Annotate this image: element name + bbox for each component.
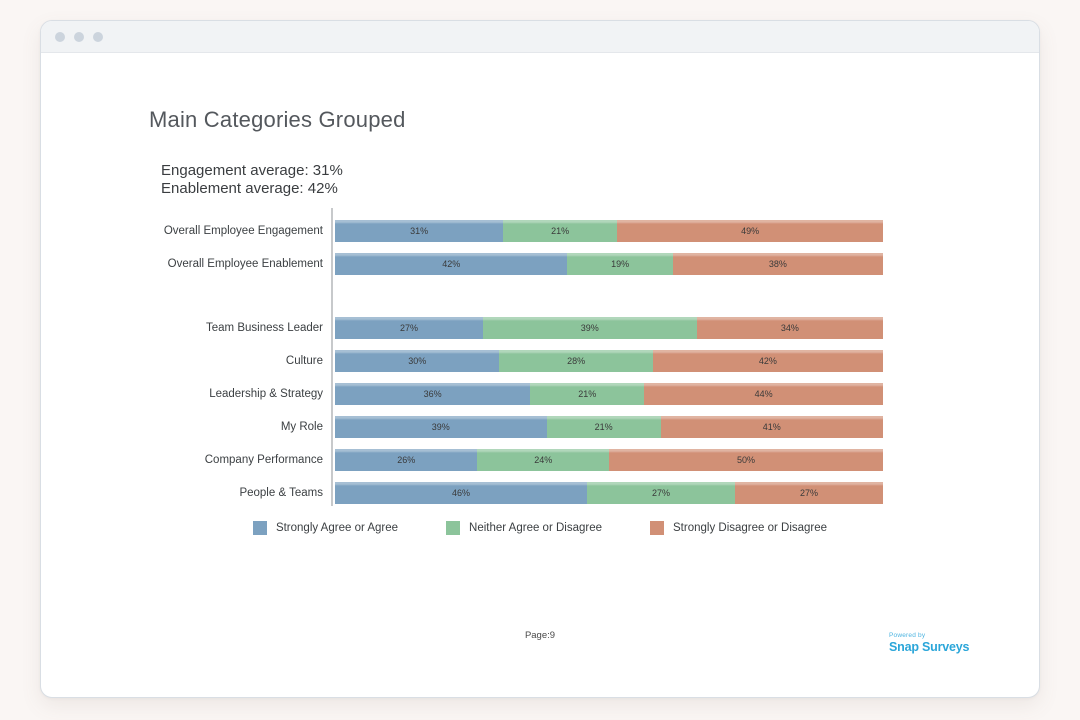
bar-segment: 39% <box>335 416 547 438</box>
chart-row: Leadership & Strategy 36% 21% 44% <box>41 383 883 405</box>
chart-row: Overall Employee Engagement 31% 21% 49% <box>41 220 883 242</box>
bar-value-label: 49% <box>741 226 760 236</box>
bar-value-label: 46% <box>452 488 471 498</box>
category-label: Culture <box>285 355 323 367</box>
bar-segment: 46% <box>335 482 588 504</box>
bar-value-label: 21% <box>578 389 597 399</box>
stacked-bar: 39% 21% 41% <box>335 416 883 438</box>
window-control-dot[interactable] <box>55 31 65 42</box>
legend-swatch <box>252 521 267 535</box>
legend-item: Strongly Disagree or Disagree <box>650 521 827 535</box>
bar-segment: 21% <box>530 383 645 405</box>
snap-surveys-logo: Powered by Snap Surveys <box>889 632 969 654</box>
category-label: Company Performance <box>204 454 323 466</box>
bar-segment: 19% <box>567 253 673 275</box>
legend-item: Strongly Agree or Agree <box>252 521 399 535</box>
bar-value-label: 27% <box>652 488 671 498</box>
chart-row: Team Business Leader 27% 39% 34% <box>41 317 883 339</box>
bar-segment: 41% <box>660 416 883 438</box>
bar-value-label: 27% <box>399 323 418 333</box>
engagement-average-line: Engagement average: 31% <box>161 162 343 179</box>
bar-segment: 42% <box>652 350 883 372</box>
chart: Overall Employee Engagement 31% 21% 49% Over… <box>41 208 883 515</box>
bar-value-label: 44% <box>754 389 773 399</box>
legend-label: Strongly Agree or Agree <box>275 522 399 534</box>
category-label: People & Teams <box>239 487 323 499</box>
bar-value-label: 39% <box>431 422 450 432</box>
bar-segment: 34% <box>696 317 883 339</box>
legend-swatch <box>446 521 461 535</box>
bar-value-label: 31% <box>410 226 429 236</box>
chart-row: People & Teams 46% 27% 27% <box>41 482 883 504</box>
stacked-bar: 26% 24% 50% <box>335 449 883 471</box>
bar-value-label: 24% <box>534 455 553 465</box>
page-number: Page:9 <box>524 630 556 641</box>
chart-row: Culture 30% 28% 42% <box>41 350 883 372</box>
logo-powered-by-text: Powered by <box>889 632 926 639</box>
bar-value-label: 28% <box>567 356 586 366</box>
bar-segment: 49% <box>617 220 883 242</box>
stacked-bar: 27% 39% 34% <box>335 317 883 339</box>
bar-value-label: 42% <box>442 259 461 269</box>
legend-item: Neither Agree or Disagree <box>446 521 602 535</box>
chart-legend: Strongly Agree or Agree Neither Agree or … <box>41 521 1039 535</box>
bar-segment: 21% <box>546 416 661 438</box>
bar-segment: 31% <box>335 220 504 242</box>
bar-value-label: 26% <box>397 455 416 465</box>
logo-brand-text: Snap Surveys <box>889 640 970 654</box>
enablement-average-line: Enablement average: 42% <box>161 179 338 197</box>
bar-value-label: 21% <box>594 422 613 432</box>
window-titlebar <box>41 21 1039 53</box>
bar-segment: 30% <box>335 350 500 372</box>
bar-value-label: 41% <box>762 422 781 432</box>
category-label: Overall Employee Engagement <box>163 225 323 237</box>
bar-value-label: 50% <box>736 455 755 465</box>
legend-label: Neither Agree or Disagree <box>469 522 603 534</box>
category-label: Team Business Leader <box>206 322 323 334</box>
bar-value-label: 30% <box>408 356 427 366</box>
stacked-bar: 46% 27% 27% <box>335 482 883 504</box>
bar-value-label: 36% <box>423 389 442 399</box>
window-control-dot[interactable] <box>74 31 84 42</box>
category-label: My Role <box>280 421 323 433</box>
bar-value-label: 39% <box>580 323 599 333</box>
bar-segment: 38% <box>672 253 883 275</box>
category-label: Leadership & Strategy <box>209 388 323 400</box>
bar-value-label: 34% <box>780 323 799 333</box>
chart-row: Company Performance 26% 24% 50% <box>41 449 883 471</box>
averages-summary: Engagement average: 31% Enablement avera… <box>161 162 343 197</box>
bar-value-label: 19% <box>611 259 630 269</box>
stacked-bar: 42% 19% 38% <box>335 253 883 275</box>
bar-segment: 24% <box>477 449 609 471</box>
category-label: Overall Employee Enablement <box>167 258 323 270</box>
bar-value-label: 27% <box>800 488 819 498</box>
legend-swatch <box>650 521 665 535</box>
browser-window: Main Categories Grouped Engagement avera… <box>40 20 1040 698</box>
bar-segment: 28% <box>499 350 653 372</box>
stacked-bar: 30% 28% 42% <box>335 350 883 372</box>
stacked-bar: 36% 21% 44% <box>335 383 883 405</box>
bar-segment: 44% <box>644 383 883 405</box>
bar-segment: 27% <box>735 482 883 504</box>
legend-label: Strongly Disagree or Disagree <box>673 522 828 534</box>
bar-segment: 50% <box>609 449 883 471</box>
bar-segment: 21% <box>503 220 618 242</box>
page-title: Main Categories Grouped <box>149 107 406 132</box>
bar-segment: 27% <box>335 317 483 339</box>
chart-axis-line <box>331 208 333 506</box>
group-spacer <box>41 286 883 317</box>
bar-value-label: 42% <box>758 356 777 366</box>
bar-segment: 27% <box>587 482 736 504</box>
bar-segment: 36% <box>335 383 531 405</box>
chart-row: Overall Employee Enablement 42% 19% 38% <box>41 253 883 275</box>
bar-segment: 39% <box>482 317 697 339</box>
bar-value-label: 38% <box>768 259 787 269</box>
bar-segment: 42% <box>335 253 568 275</box>
window-control-dot[interactable] <box>93 31 103 42</box>
chart-row: My Role 39% 21% 41% <box>41 416 883 438</box>
bar-segment: 26% <box>335 449 478 471</box>
stacked-bar: 31% 21% 49% <box>335 220 883 242</box>
bar-value-label: 21% <box>551 226 570 236</box>
